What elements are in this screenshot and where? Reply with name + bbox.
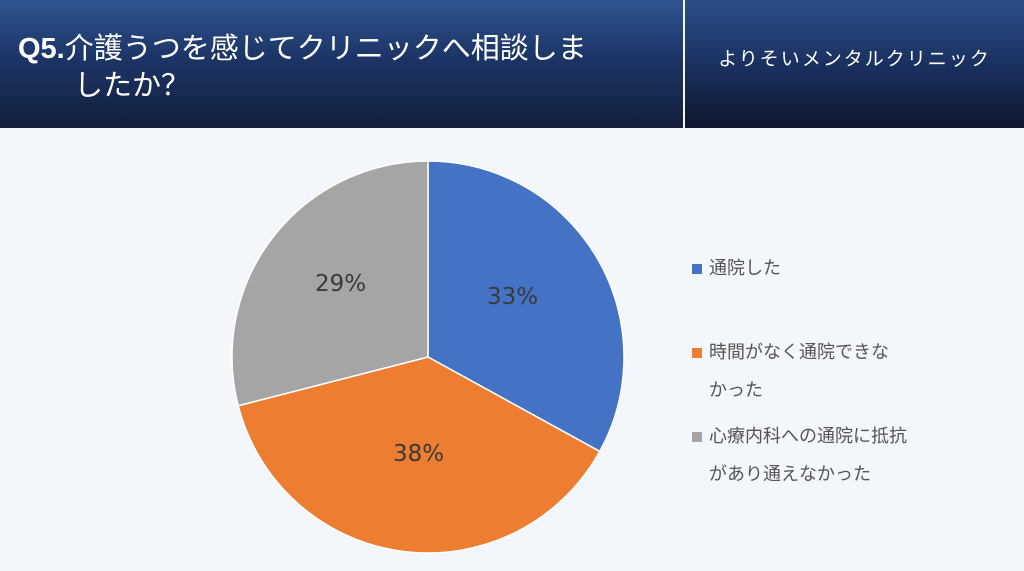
legend-swatch-blue	[692, 264, 702, 274]
legend-label: 心療内科への通院に抵抗 があり通えなかった	[709, 426, 907, 485]
pie-slice-2	[237, 356, 601, 554]
slice-label-2: 38%	[393, 441, 445, 467]
pie-slice-3	[231, 160, 429, 407]
legend-label: 時間がなく通院できな かった	[709, 342, 889, 401]
legend-swatch-orange	[692, 348, 702, 358]
header: Q5.介護うつを感じてクリニックへ相談しま したか？ よりそいメンタルクリニック	[0, 0, 1024, 128]
organization-banner: よりそいメンタルクリニック	[685, 0, 1024, 128]
title-line-2: したか？	[74, 68, 191, 102]
title-banner: Q5.介護うつを感じてクリニックへ相談しま したか？	[0, 0, 683, 128]
slice-label-3: 29%	[315, 271, 367, 297]
question-number: Q5.	[18, 33, 65, 65]
pie-slice-1	[427, 160, 625, 453]
title-line-1: 介護うつを感じてクリニックへ相談しま	[64, 31, 587, 65]
legend-label: 通院した	[709, 258, 781, 279]
page-title: Q5.介護うつを感じてクリニックへ相談しま したか？	[18, 30, 587, 103]
legend-swatch-gray	[692, 432, 702, 442]
organization-name: よりそいメンタルクリニック	[718, 48, 991, 70]
pie-slices	[231, 160, 625, 554]
slice-label-1: 33%	[487, 284, 539, 310]
